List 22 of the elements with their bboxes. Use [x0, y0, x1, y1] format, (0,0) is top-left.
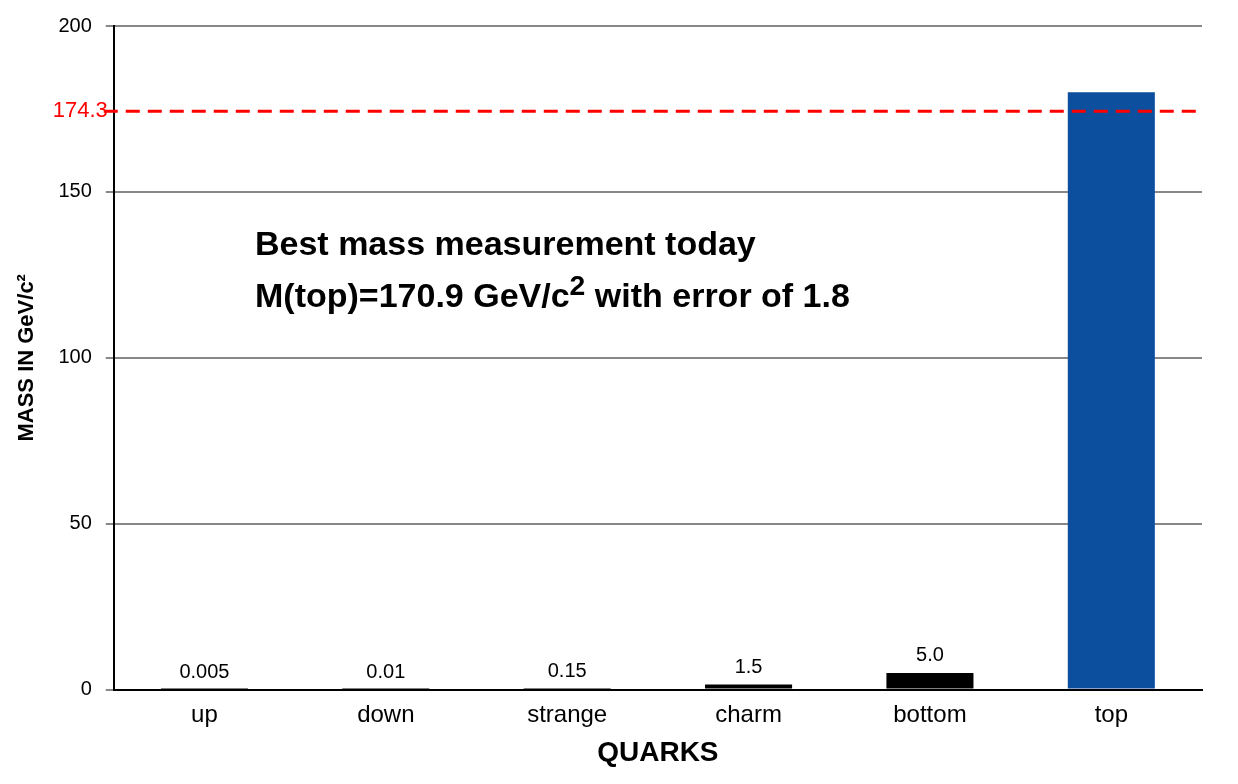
y-axis-title: MASS IN GeV/c²	[13, 274, 39, 442]
data-label: 1.5	[734, 654, 763, 677]
annotation: M(top)=170.9 GeV/c$^{2}$ with error of 1.8	[255, 268, 850, 317]
x-tick-label: up	[191, 699, 218, 727]
data-label: 0.01	[366, 659, 406, 682]
x-tick-label: charm	[715, 699, 782, 727]
annotation: Best mass measurement today	[255, 223, 757, 264]
x-tick-label: bottom	[893, 699, 967, 727]
data-label: 0.005	[179, 659, 230, 682]
bar	[1067, 92, 1155, 689]
ref-line-label: 174.3	[52, 97, 108, 123]
y-tick-label: 100	[58, 345, 92, 368]
y-tick-label: 50	[69, 511, 92, 534]
data-label: 5.0	[916, 643, 944, 666]
y-tick-label: 200	[58, 13, 92, 36]
x-tick-label: top	[1094, 699, 1128, 727]
x-axis-title: QUARKS	[597, 735, 719, 767]
y-tick-label: 150	[58, 179, 92, 202]
x-tick-label: down	[357, 699, 415, 727]
x-tick-label: strange	[527, 699, 608, 727]
data-label: 0.15	[547, 659, 587, 682]
y-tick-label: 0	[80, 677, 92, 700]
